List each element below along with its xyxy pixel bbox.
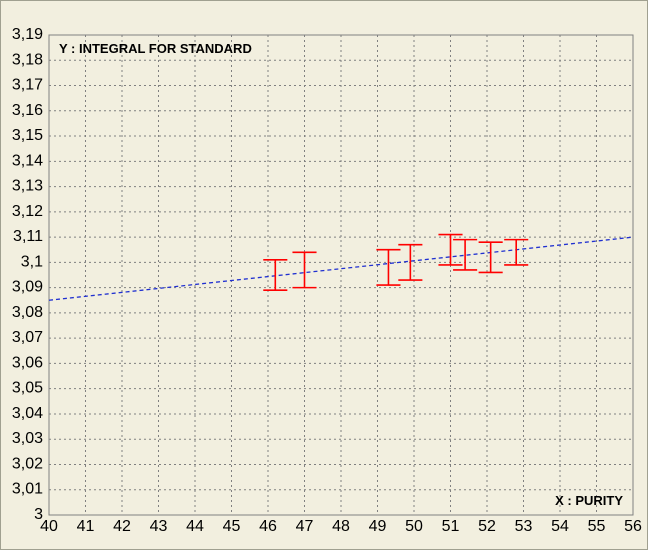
y-tick-label: 3,11 [13, 228, 43, 245]
y-tick-label: 3 [34, 506, 43, 523]
y-axis-label: Y : INTEGRAL FOR STANDARD [59, 41, 252, 56]
chart-window: Counter 9 404142434445464748495051525354… [0, 0, 648, 550]
x-tick-label: 47 [296, 518, 314, 535]
y-tick-label: 3,12 [12, 203, 43, 220]
error-bar [398, 245, 422, 280]
y-tick-label: 3,08 [12, 304, 43, 321]
error-bar [376, 250, 400, 285]
x-tick-label: 48 [332, 518, 350, 535]
y-tick-label: 3,05 [12, 380, 43, 397]
x-tick-label: 56 [624, 518, 642, 535]
y-tick-label: 3,03 [12, 430, 43, 447]
y-tick-label: 3,07 [12, 329, 43, 346]
x-tick-label: 44 [186, 518, 204, 535]
error-bar [263, 260, 287, 290]
y-tick-label: 3,13 [12, 178, 43, 195]
x-tick-label: 42 [113, 518, 131, 535]
y-tick-label: 3,02 [12, 455, 43, 472]
x-tick-label: 52 [478, 518, 496, 535]
x-tick-label: 54 [551, 518, 569, 535]
x-tick-label: 43 [150, 518, 168, 535]
y-tick-label: 3,19 [12, 26, 43, 43]
y-tick-label: 3,14 [12, 152, 43, 169]
y-tick-label: 3,18 [12, 51, 43, 68]
y-tick-label: 3,1 [21, 253, 43, 270]
x-tick-label: 53 [515, 518, 533, 535]
y-tick-label: 3,04 [12, 405, 43, 422]
x-tick-label: 49 [369, 518, 387, 535]
x-axis-label: X : PURITY [555, 493, 623, 508]
x-tick-label: 45 [223, 518, 241, 535]
x-tick-label: 41 [77, 518, 95, 535]
y-tick-label: 3,06 [12, 354, 43, 371]
x-tick-label: 55 [588, 518, 606, 535]
error-bar [504, 240, 528, 265]
y-tick-label: 3,09 [12, 279, 43, 296]
x-tick-label: 46 [259, 518, 277, 535]
x-tick-label: 50 [405, 518, 423, 535]
y-tick-label: 3,01 [12, 481, 43, 498]
y-tick-label: 3,15 [12, 127, 43, 144]
error-bar [292, 252, 316, 287]
plot-area: 404142434445464748495051525354555633,013… [1, 1, 648, 550]
y-tick-label: 3,17 [12, 77, 43, 94]
error-bar [479, 242, 503, 272]
x-tick-label: 51 [442, 518, 460, 535]
y-tick-label: 3,16 [12, 102, 43, 119]
